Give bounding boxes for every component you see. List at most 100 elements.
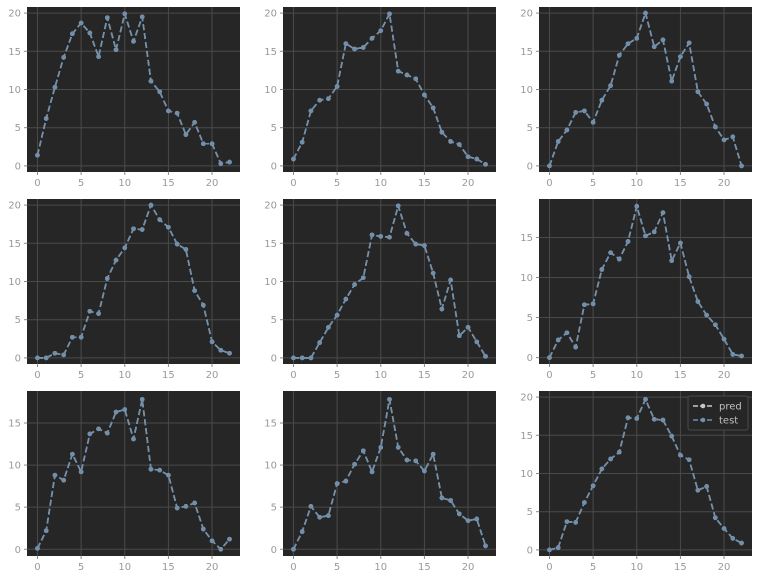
data-point-test: [35, 152, 40, 158]
data-point-test: [43, 116, 49, 121]
data-point-test: [474, 339, 480, 345]
y-tick-label: 10: [264, 461, 277, 472]
data-point-test: [686, 457, 692, 463]
data-point-test: [617, 449, 622, 455]
x-tick-label: 20: [718, 178, 731, 189]
data-point-test: [131, 226, 136, 232]
data-point-test: [404, 457, 410, 463]
data-point-test: [439, 129, 445, 135]
data-point-test: [105, 15, 110, 20]
y-tick-label: 20: [264, 201, 277, 212]
data-point-test: [430, 270, 436, 276]
data-point-test: [113, 409, 119, 415]
data-point-test: [686, 40, 692, 46]
data-point-test: [634, 203, 640, 209]
data-point-test: [148, 202, 154, 208]
data-point-test: [573, 344, 578, 350]
data-point-test: [299, 139, 305, 145]
y-tick-label: 15: [520, 431, 533, 442]
x-tick-label: 15: [162, 370, 175, 381]
x-tick-label: 15: [674, 562, 687, 573]
data-point-test: [474, 156, 480, 162]
data-point-test: [78, 20, 84, 26]
data-point-test: [299, 529, 305, 534]
data-point-test: [617, 256, 622, 262]
subplot-5: 0 5 10 15 20 0 5 10 15 20: [264, 199, 496, 381]
data-point-test: [395, 68, 401, 74]
data-point-test: [70, 334, 75, 340]
x-tick-label: 15: [418, 370, 431, 381]
data-point-test: [139, 227, 145, 232]
data-point-test: [430, 105, 436, 111]
y-tick-label: 10: [264, 85, 277, 96]
data-point-test: [361, 448, 366, 454]
data-point-test: [625, 239, 631, 244]
data-point-test: [678, 452, 683, 458]
data-point-test: [590, 120, 596, 125]
data-point-test: [483, 354, 488, 359]
data-point-test: [643, 10, 648, 16]
data-point-test: [457, 333, 462, 339]
data-point-test: [678, 240, 683, 246]
data-point-test: [166, 224, 171, 230]
data-point-test: [387, 11, 392, 17]
data-point-test: [308, 108, 314, 114]
data-point-test: [157, 467, 162, 473]
x-tick-label: 20: [462, 562, 475, 573]
data-point-test: [483, 543, 488, 549]
data-point-test: [174, 110, 180, 116]
y-tick-label: 0: [527, 545, 533, 556]
data-point-test: [291, 355, 296, 361]
x-tick-label: 20: [462, 178, 475, 189]
x-tick-label: 0: [546, 178, 552, 189]
data-point-test: [317, 97, 322, 103]
data-point-test: [87, 431, 93, 437]
y-tick-label: 10: [264, 277, 277, 288]
data-point-test: [704, 484, 709, 489]
x-tick-label: 5: [590, 562, 596, 573]
data-point-test: [660, 210, 666, 215]
y-tick-label: 20: [8, 9, 21, 20]
x-tick-label: 20: [206, 562, 219, 573]
data-point-test: [201, 141, 206, 147]
data-point-test: [218, 161, 224, 166]
series-line-test: [292, 11, 486, 166]
data-point-test: [369, 232, 375, 238]
x-tick-label: 15: [162, 562, 175, 573]
y-tick-label: 5: [527, 507, 533, 518]
y-tick-label: 15: [264, 239, 277, 250]
data-point-test: [96, 426, 101, 432]
data-point-test: [201, 302, 206, 308]
data-point-test: [599, 466, 605, 472]
data-point-test: [52, 351, 58, 356]
data-point-test: [413, 458, 418, 464]
data-point-test: [430, 451, 436, 457]
data-point-test: [308, 355, 314, 361]
subplot-6: 0 5 10 15 20 0 5 10 15: [520, 199, 752, 381]
data-point-test: [730, 536, 736, 541]
data-point-test: [617, 52, 622, 58]
data-point-test: [387, 234, 392, 240]
data-point-test: [413, 241, 418, 247]
data-point-test: [192, 288, 197, 293]
data-point-test: [218, 546, 224, 552]
data-point-test: [174, 241, 180, 247]
data-point-test: [87, 30, 93, 36]
data-point-test: [209, 538, 215, 544]
data-point-test: [122, 245, 128, 251]
data-point-test: [183, 132, 189, 137]
x-tick-label: 10: [630, 562, 643, 573]
x-tick-label: 10: [118, 370, 131, 381]
data-point-test: [326, 325, 331, 330]
y-tick-label: 15: [8, 418, 21, 429]
x-tick-label: 5: [334, 562, 340, 573]
data-point-test: [422, 243, 427, 248]
data-point-test: [730, 134, 736, 140]
data-point-test: [404, 231, 410, 236]
data-point-test: [148, 78, 154, 84]
data-point-test: [201, 526, 206, 532]
data-point-test: [352, 46, 357, 52]
x-tick-label: 15: [674, 370, 687, 381]
x-tick-label: 0: [34, 178, 40, 189]
